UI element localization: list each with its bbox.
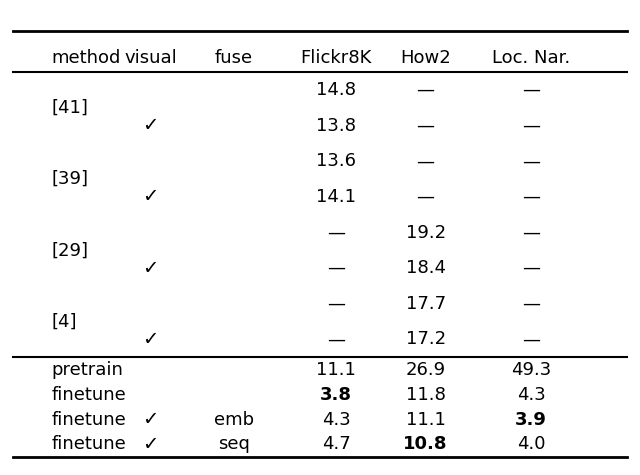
Text: emb: emb: [214, 410, 253, 428]
Text: —: —: [327, 259, 345, 277]
Text: —: —: [417, 81, 435, 99]
Text: Flickr8K: Flickr8K: [300, 49, 372, 67]
Text: Loc. Nar.: Loc. Nar.: [492, 49, 570, 67]
Text: 13.6: 13.6: [316, 152, 356, 170]
Text: [39]: [39]: [51, 170, 88, 188]
Text: —: —: [417, 117, 435, 134]
Text: —: —: [522, 224, 540, 241]
Text: —: —: [522, 259, 540, 277]
Text: finetune: finetune: [51, 410, 126, 428]
Text: 13.8: 13.8: [316, 117, 356, 134]
Text: finetune: finetune: [51, 386, 126, 404]
Text: —: —: [522, 188, 540, 206]
Text: —: —: [417, 152, 435, 170]
Text: 19.2: 19.2: [406, 224, 445, 241]
Text: —: —: [327, 224, 345, 241]
Text: 4.7: 4.7: [322, 436, 350, 454]
Text: 3.9: 3.9: [515, 410, 547, 428]
Text: —: —: [327, 331, 345, 348]
Text: 14.8: 14.8: [316, 81, 356, 99]
Text: 11.8: 11.8: [406, 386, 445, 404]
Text: —: —: [327, 295, 345, 313]
Text: 11.1: 11.1: [316, 361, 356, 379]
Text: 11.1: 11.1: [406, 410, 445, 428]
Text: pretrain: pretrain: [51, 361, 123, 379]
Text: [29]: [29]: [51, 241, 88, 259]
Text: finetune: finetune: [51, 436, 126, 454]
Text: —: —: [522, 331, 540, 348]
Text: ✓: ✓: [142, 330, 159, 349]
Text: fuse: fuse: [214, 49, 253, 67]
Text: visual: visual: [124, 49, 177, 67]
Text: —: —: [417, 188, 435, 206]
Text: —: —: [522, 117, 540, 134]
Text: ✓: ✓: [142, 188, 159, 207]
Text: ✓: ✓: [142, 435, 159, 454]
Text: seq: seq: [218, 436, 250, 454]
Text: ✓: ✓: [142, 410, 159, 429]
Text: [41]: [41]: [51, 99, 88, 117]
Text: —: —: [522, 152, 540, 170]
Text: —: —: [522, 81, 540, 99]
Text: —: —: [522, 295, 540, 313]
Text: 4.0: 4.0: [517, 436, 545, 454]
Text: 10.8: 10.8: [403, 436, 448, 454]
Text: ✓: ✓: [142, 116, 159, 135]
Text: 4.3: 4.3: [517, 386, 545, 404]
Text: 49.3: 49.3: [511, 361, 551, 379]
Text: 3.8: 3.8: [320, 386, 352, 404]
Text: ✓: ✓: [142, 258, 159, 277]
Text: method: method: [51, 49, 120, 67]
Text: 14.1: 14.1: [316, 188, 356, 206]
Text: 17.7: 17.7: [406, 295, 445, 313]
Text: 17.2: 17.2: [406, 331, 445, 348]
Text: [4]: [4]: [51, 313, 77, 331]
Text: 4.3: 4.3: [322, 410, 350, 428]
Text: 18.4: 18.4: [406, 259, 445, 277]
Text: How2: How2: [400, 49, 451, 67]
Text: 26.9: 26.9: [406, 361, 445, 379]
